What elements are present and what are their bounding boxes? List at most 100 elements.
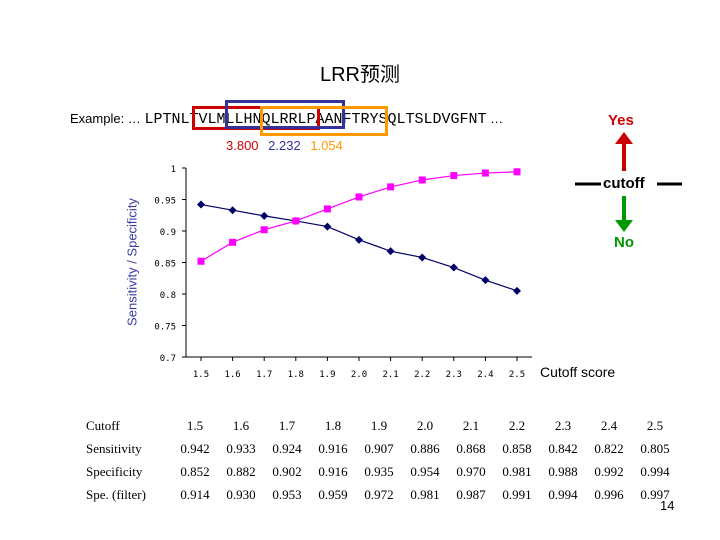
- y-tick-label: 0.8: [160, 291, 176, 301]
- series-1-point: [197, 200, 205, 209]
- yes-label: Yes: [608, 112, 634, 129]
- table-cell: 0.959: [318, 486, 348, 502]
- no-arrow-head: [615, 220, 633, 232]
- table-cell: 0.954: [410, 463, 440, 479]
- chart-axes: 0.7 0.75 0.8 0.85 0.9 0.95 1 1.5 1.6 1.7 1.8 1.9 2.0…: [154, 165, 532, 380]
- table-header-cell: 2.2: [508, 417, 526, 433]
- table-cell: 0.942: [180, 440, 210, 456]
- chart-marks: [197, 168, 521, 295]
- score-blue: 2.232: [268, 138, 301, 153]
- table-cell: 0.882: [226, 463, 256, 479]
- series-2-point: [197, 257, 205, 265]
- table-cell: 0.981: [502, 463, 532, 479]
- table-cell: 0.933: [226, 440, 256, 456]
- table-cell: 0.852: [180, 463, 210, 479]
- x-tick-label: 2.5: [509, 370, 525, 380]
- table-cell: 0.822: [594, 440, 624, 456]
- table-cell: 0.997: [640, 486, 670, 502]
- page-number: 14: [660, 498, 675, 513]
- x-tick-label: 1.6: [224, 370, 240, 380]
- y-axis-label: Sensitivity / Specificity: [124, 198, 140, 326]
- table-header-cell: 2.4: [600, 417, 618, 433]
- table-cell: Sensitivity: [86, 440, 142, 456]
- table-header-row: Cutoff 1.5 1.6 1.7 1.8 1.9 2.0 2.1 2.2 2…: [80, 414, 678, 437]
- table-cell: 0.924: [272, 440, 302, 456]
- table-cell: 0.994: [548, 486, 578, 502]
- series-2-point: [481, 169, 489, 177]
- table-row: Specificity 0.852 0.882 0.902 0.916 0.93…: [80, 460, 678, 483]
- y-tick-label: 1: [171, 165, 176, 175]
- x-tick-label: 1.5: [193, 370, 209, 380]
- series-line-2: [200, 171, 518, 262]
- table-cell: 0.935: [364, 463, 394, 479]
- example-suffix: …: [490, 111, 504, 126]
- series-2-point: [513, 168, 521, 176]
- series-1-point: [418, 253, 427, 262]
- series-2-point: [292, 217, 300, 225]
- table-header-cell: 2.5: [646, 417, 664, 433]
- series-2-point: [355, 193, 363, 201]
- yes-arrow-head: [615, 132, 633, 144]
- series-2-point: [323, 205, 331, 213]
- y-tick-label: 0.95: [154, 197, 176, 207]
- y-tick-label: 0.9: [160, 228, 176, 238]
- table-header-cell: 1.6: [232, 417, 250, 433]
- table-cell: 0.886: [410, 440, 440, 456]
- series-1-point: [228, 206, 237, 215]
- table-cell: Specificity: [86, 463, 143, 479]
- table-cell: 0.805: [640, 440, 670, 456]
- table-row: Sensitivity 0.942 0.933 0.924 0.916 0.90…: [80, 437, 678, 460]
- series-1-point: [449, 263, 458, 272]
- table-cell: 0.994: [640, 463, 670, 479]
- series-2-point: [387, 183, 395, 191]
- table-cell: 0.858: [502, 440, 532, 456]
- table-cell: 0.902: [272, 463, 302, 479]
- series-2-point: [260, 226, 268, 234]
- series-1-point: [355, 235, 363, 244]
- x-tick-label: 1.8: [288, 370, 304, 380]
- x-axis-label: Cutoff score: [540, 364, 616, 380]
- example-line: Example: … LPTNLTVLMLLHNQLRRLPAANFTRYSQL…: [70, 111, 503, 128]
- table-cell: 0.907: [364, 440, 394, 456]
- x-tick-label: 1.7: [256, 370, 272, 380]
- table-cell: 0.916: [318, 463, 348, 479]
- table-cell: 0.868: [456, 440, 486, 456]
- series-1-point: [323, 222, 332, 231]
- table-cell: 0.972: [364, 486, 394, 502]
- table-header-cell: 2.0: [416, 417, 434, 433]
- table-cell: 0.981: [410, 486, 440, 502]
- series-2-point: [450, 172, 458, 180]
- y-tick-label: 0.85: [154, 260, 176, 270]
- example-prefix: Example: …: [70, 111, 141, 126]
- x-tick-label: 1.9: [319, 370, 335, 380]
- series-1-point: [481, 276, 490, 285]
- x-tick-label: 2.0: [351, 370, 367, 380]
- score-red: 3.800: [226, 138, 259, 153]
- series-2-point: [418, 176, 426, 184]
- table-cell: 0.914: [180, 486, 210, 502]
- table-cell: 0.987: [456, 486, 486, 502]
- x-tick-label: 2.1: [382, 370, 398, 380]
- series-1-point: [513, 286, 521, 295]
- table-header-cell: 1.8: [324, 417, 342, 433]
- table-header-cell: 1.9: [370, 417, 388, 433]
- table-header-cell: 2.3: [554, 417, 572, 433]
- series-line-1: [200, 203, 518, 292]
- table-cell: 0.991: [502, 486, 532, 502]
- series-1-point: [260, 211, 269, 220]
- table-cell: 0.916: [318, 440, 348, 456]
- table-header-cell: 2.1: [462, 417, 480, 433]
- table-cell: 0.996: [594, 486, 624, 502]
- x-tick-label: 2.2: [414, 370, 430, 380]
- score-values: 3.800 2.232 1.054: [226, 138, 349, 153]
- y-tick-label: 0.7: [160, 354, 176, 364]
- data-table: Cutoff 1.5 1.6 1.7 1.8 1.9 2.0 2.1 2.2 2…: [80, 414, 678, 506]
- table-cell: 0.953: [272, 486, 302, 502]
- x-tick-label: 2.4: [477, 370, 493, 380]
- table-cell: 0.930: [226, 486, 256, 502]
- table-cell: 0.992: [594, 463, 624, 479]
- decision-arrows: [575, 132, 682, 232]
- table-header-cell: 1.5: [186, 417, 204, 433]
- cutoff-label: cutoff: [603, 175, 645, 192]
